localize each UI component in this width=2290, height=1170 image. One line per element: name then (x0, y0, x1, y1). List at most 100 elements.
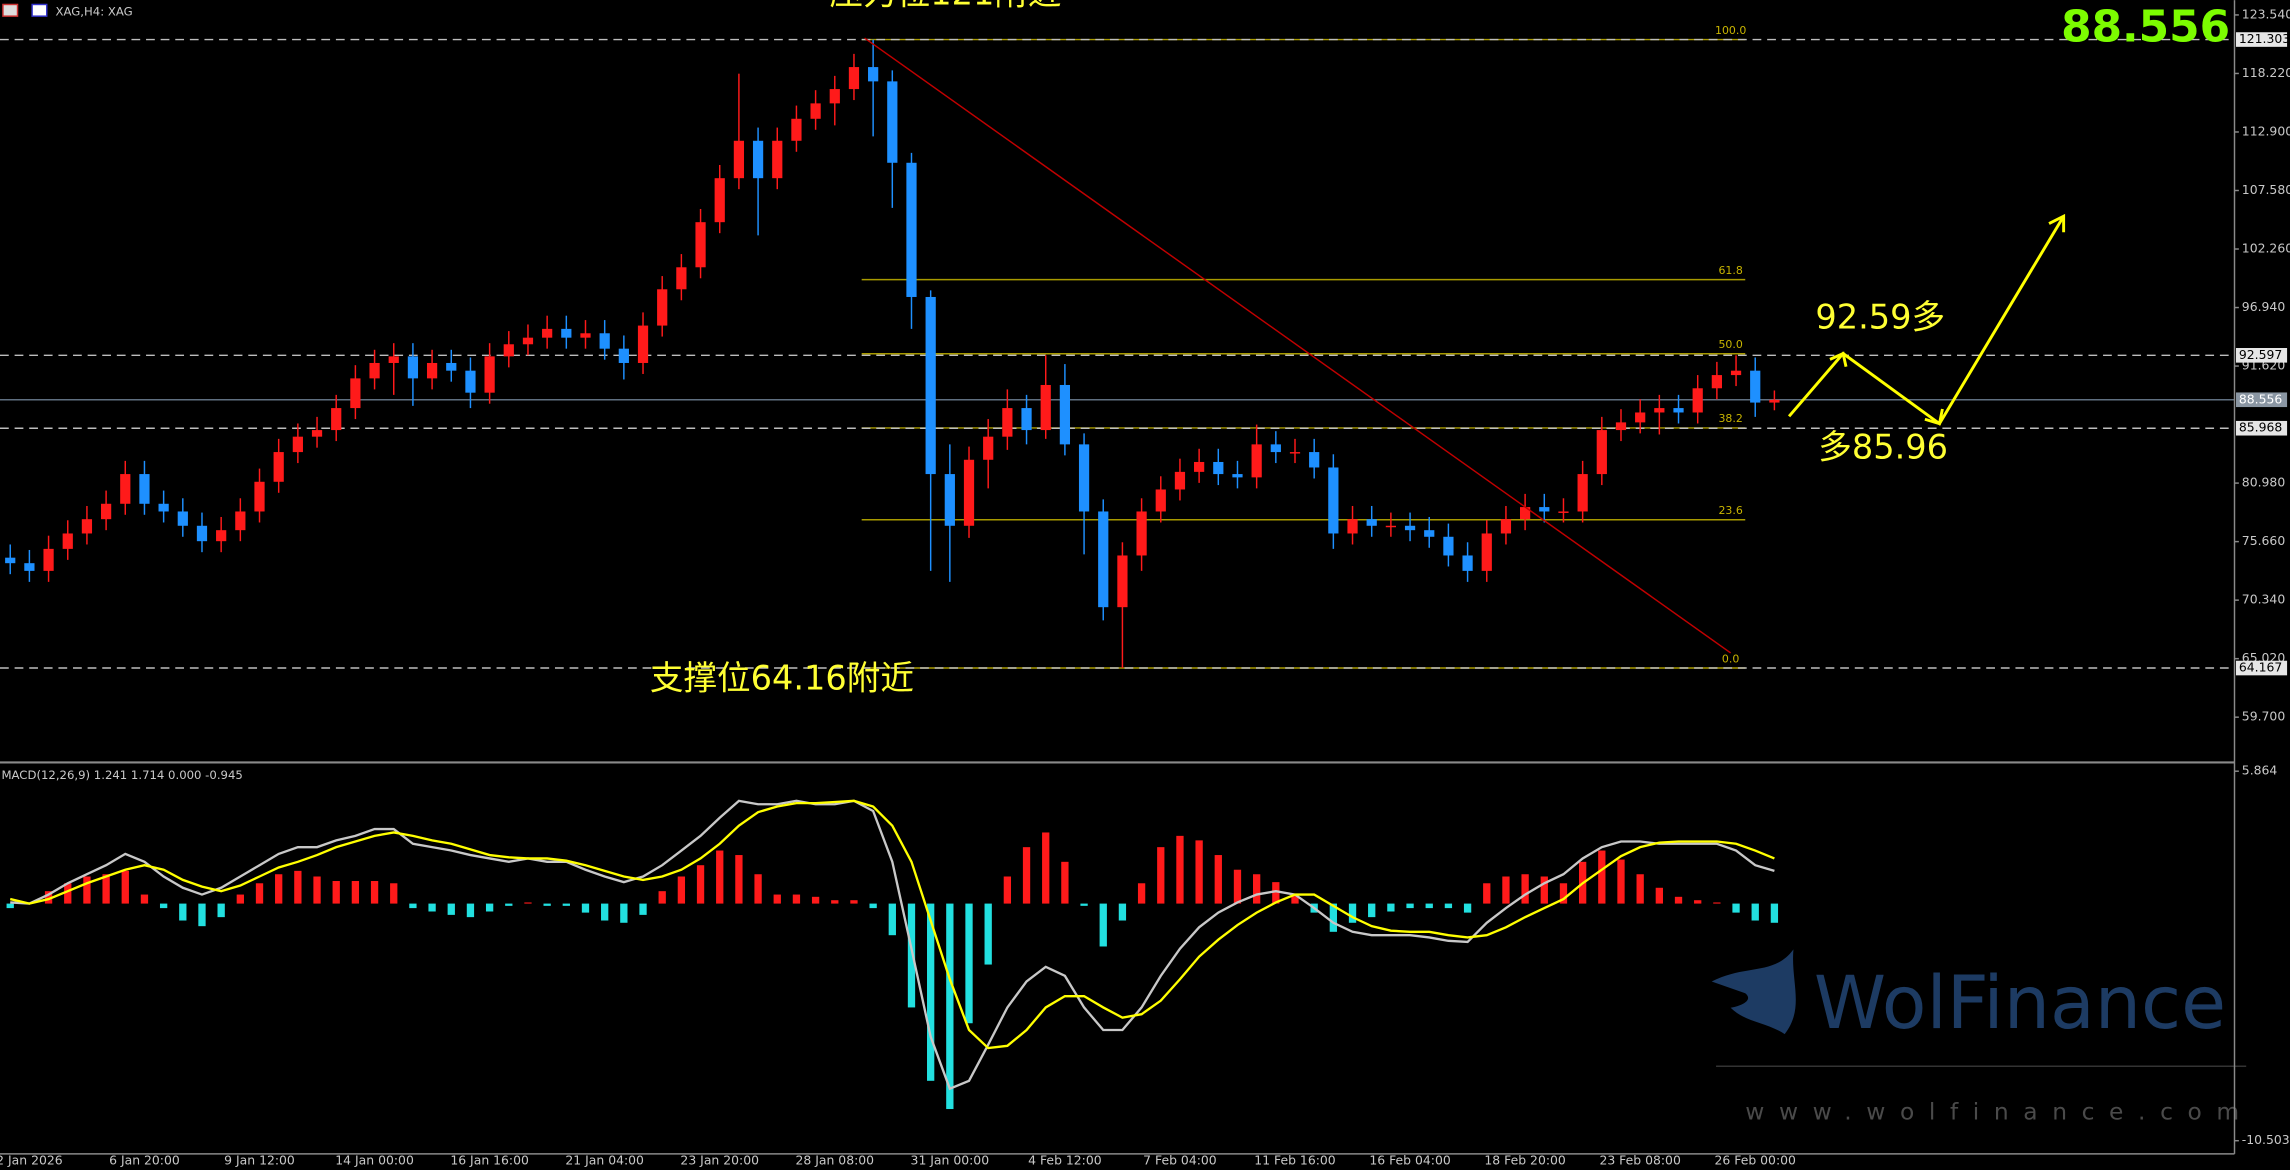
candle-body (216, 530, 227, 542)
histogram-bar (850, 900, 858, 904)
histogram-bar (1559, 883, 1568, 904)
histogram-bar (562, 903, 570, 906)
histogram-bar (485, 903, 494, 912)
indicator-label: MACD(12,26,9) 1.241 1.714 0.000 -0.945 (1, 768, 242, 782)
histogram-bar (927, 903, 935, 1081)
candle-body (925, 296, 936, 475)
candle-body (810, 103, 821, 119)
candle-body (254, 481, 265, 512)
fib-label: 61.8 (1718, 264, 1742, 277)
candle-body (1577, 474, 1588, 512)
histogram-bar (236, 894, 244, 904)
candle-body (1289, 452, 1301, 454)
candle-body (1232, 474, 1243, 478)
candle-body (1098, 511, 1109, 608)
candle-body (311, 430, 323, 437)
histogram-bar (1157, 847, 1165, 904)
candle-body (1270, 444, 1281, 453)
signal-line (9, 799, 1775, 1050)
annotation: 压力位121附近 (830, 0, 1062, 12)
candle-body (1750, 370, 1761, 403)
histogram-bar (1291, 894, 1299, 904)
histogram-bar (6, 903, 14, 909)
histogram-bar (255, 883, 264, 904)
candle-body (120, 474, 131, 504)
watermark-brand: WolFinance (1814, 961, 2226, 1046)
histogram-bar (1598, 850, 1606, 904)
x-tick-label: 21 Jan 04:00 (565, 1153, 644, 1168)
level-box (2235, 32, 2288, 47)
histogram-bar (696, 865, 705, 904)
candle-body (1155, 489, 1166, 512)
candle-body (1174, 471, 1186, 490)
arrow-head (2048, 213, 2066, 233)
candle-body (465, 370, 476, 393)
x-tick-label: 7 Feb 04:00 (1143, 1153, 1217, 1168)
annotation: 92.59多 (1815, 298, 1945, 337)
candle-body (1692, 388, 1703, 413)
x-tick-label: 26 Feb 00:00 (1715, 1153, 1796, 1168)
candle-body (1002, 408, 1013, 437)
candle-body (273, 452, 284, 482)
histogram-bar (792, 894, 801, 904)
candle-body (1309, 452, 1320, 468)
y-tick-label: 75.660 (2242, 533, 2286, 548)
histogram-bar (409, 903, 417, 909)
x-tick-label: 14 Jan 00:00 (335, 1153, 414, 1168)
candle-body (1769, 399, 1780, 403)
histogram-bar (1118, 903, 1127, 921)
histogram-bar (1348, 903, 1357, 923)
candle-body (1481, 533, 1492, 571)
candle-body (503, 344, 514, 357)
histogram-bar (581, 903, 590, 913)
candle-body (292, 436, 303, 453)
candle-body (5, 557, 16, 564)
candle-body (1615, 422, 1627, 431)
candle-body (829, 89, 840, 104)
histogram-bar (1502, 876, 1510, 904)
histogram-bar (1080, 903, 1088, 906)
histogram-bar (1636, 874, 1644, 904)
candle-body (887, 81, 898, 163)
histogram-bar (102, 874, 110, 904)
candle-body (1673, 408, 1684, 413)
candle-body (983, 436, 994, 460)
level-box (2235, 348, 2288, 363)
candle-body (139, 474, 150, 504)
histogram-bar (735, 855, 743, 904)
histogram-bar (1195, 840, 1203, 904)
histogram-bar (1214, 855, 1222, 904)
candle-body (772, 140, 783, 179)
candle-body (906, 162, 917, 297)
histogram-bar (390, 883, 398, 904)
histogram-bar (1463, 903, 1472, 913)
candle-body (100, 503, 112, 520)
y-tick-label: 70.340 (2242, 592, 2286, 607)
histogram-bar (1694, 900, 1702, 904)
x-tick-label: 31 Jan 00:00 (911, 1153, 990, 1168)
candle-body (369, 362, 380, 379)
candle-body (542, 328, 553, 338)
histogram-bar (1329, 903, 1338, 932)
candle-body (1251, 444, 1262, 478)
histogram-bar (946, 903, 954, 1110)
level-label: 121.303 (2239, 31, 2290, 46)
histogram-bar (1253, 874, 1261, 904)
x-tick-label: 23 Feb 08:00 (1599, 1153, 1680, 1168)
histogram-bar (64, 883, 72, 904)
candle-body (1059, 384, 1071, 445)
candle-body (407, 356, 419, 379)
candle-body (1711, 375, 1722, 389)
histogram-bar (370, 881, 379, 904)
candle-body (657, 289, 668, 326)
histogram-bar (888, 903, 896, 936)
histogram-bar (543, 903, 551, 906)
candle-body (637, 325, 649, 363)
candle-body (446, 362, 457, 371)
plot-layer (5, 39, 1780, 1110)
histogram-bar (1272, 882, 1280, 904)
histogram-bar (275, 874, 283, 904)
candle-body (618, 348, 629, 363)
y-tick-label: 107.580 (2242, 182, 2290, 197)
histogram-bar (1674, 896, 1683, 904)
